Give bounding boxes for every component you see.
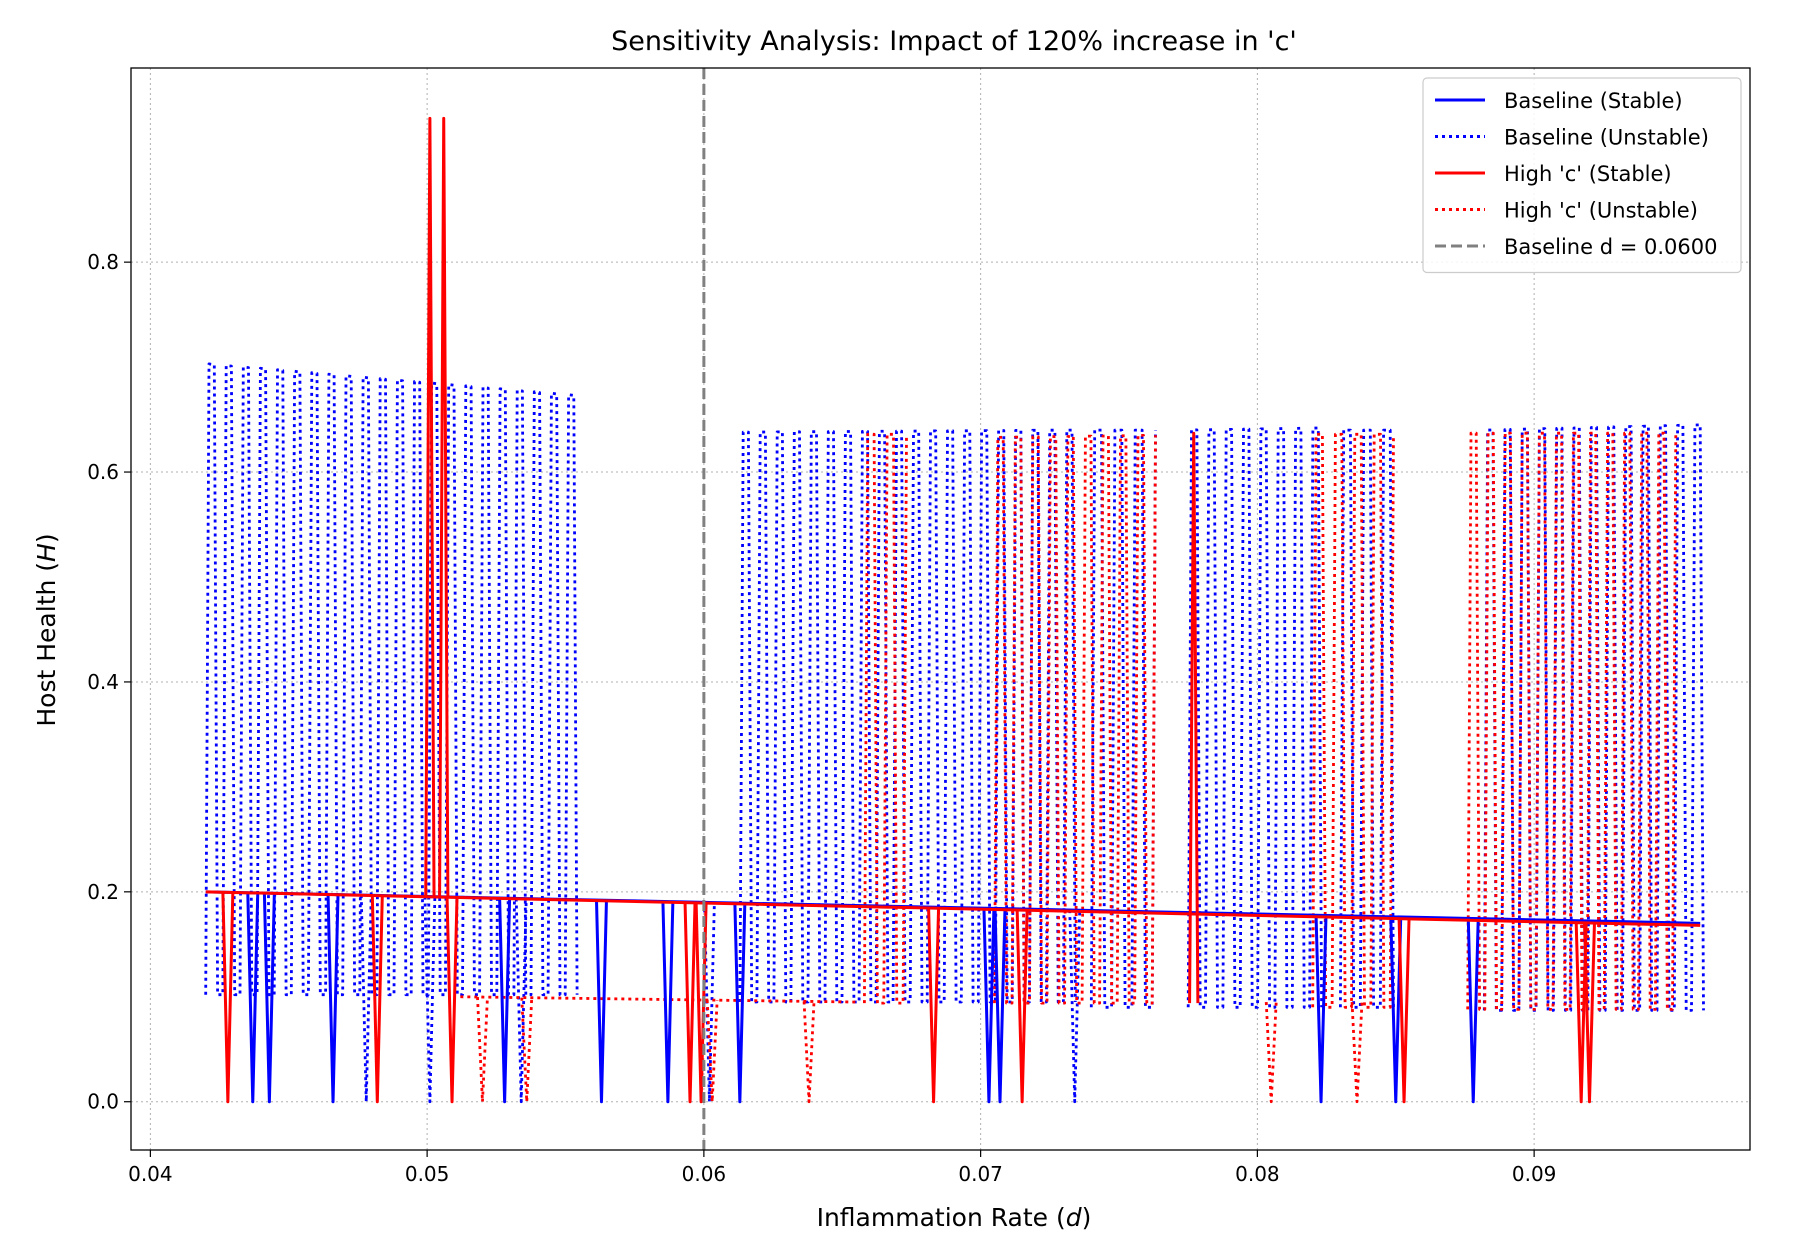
drop-to-zero [326, 894, 340, 1104]
drop-to-zero [262, 893, 276, 1104]
drop-to-zero [221, 892, 235, 1104]
drop-to-zero [359, 895, 373, 1104]
x-tick-label: 0.09 [1512, 1162, 1557, 1186]
legend-box [1422, 77, 1742, 274]
y-tick-label: 0.2 [87, 880, 119, 904]
drop-to-zero [1264, 1001, 1278, 1104]
legend-label-baseline-stable: Baseline (Stable) [1504, 89, 1683, 113]
drop-to-zero [370, 895, 384, 1104]
drop-to-zero [1068, 910, 1082, 1104]
drop-to-zero [1397, 918, 1411, 1104]
drop-to-zero [733, 903, 747, 1104]
x-axis-title-text: Inflammation Rate ( [817, 1203, 1066, 1232]
drop-to-zero [683, 902, 697, 1104]
x-tick-label: 0.04 [128, 1162, 173, 1186]
drop-to-zero [445, 897, 459, 1104]
chart-title: Sensitivity Analysis: Impact of 120% inc… [611, 26, 1297, 57]
plot-frame [130, 67, 1751, 1151]
y-axis-title-var: H [32, 543, 61, 562]
y-tick-label: 0.6 [87, 460, 119, 484]
legend-label-high-c-unstable: High 'c' (Unstable) [1504, 199, 1698, 223]
y-tick-label: 0.0 [87, 1090, 119, 1114]
y-tick-label: 0.8 [87, 250, 119, 274]
drop-to-zero [498, 898, 512, 1104]
legend-label-baseline-d-0-0600: Baseline d = 0.0600 [1504, 235, 1717, 259]
drop-to-zero [1574, 922, 1588, 1104]
drop-to-zero [705, 1000, 719, 1104]
drop-to-zero [1314, 915, 1328, 1104]
y-axis-title: Host Health (H) [32, 533, 61, 726]
y-tick-label: 0.4 [87, 670, 119, 694]
drop-to-zero [1583, 922, 1596, 1104]
stable-branch-line [205, 890, 1701, 927]
low-branch-line [460, 995, 857, 1004]
y-axis-title-text: Host Health ( [32, 562, 61, 727]
x-tick-label: 0.08 [1235, 1162, 1280, 1186]
drop-to-zero [927, 908, 941, 1104]
series-high-c-unstable [460, 431, 1678, 1104]
drop-to-zero [514, 898, 528, 1104]
drop-to-zero [1015, 910, 1029, 1104]
axis-ticks: 0.04 0.05 0.06 0.07 0.08 0.09 0.0 0.2 0.4 0.6 0.8 [87, 250, 1556, 1186]
x-tick-label: 0.07 [958, 1162, 1003, 1186]
x-tick-label: 0.06 [682, 1162, 727, 1186]
drop-to-zero [246, 892, 260, 1104]
drop-to-zero [594, 900, 608, 1104]
spike [424, 116, 436, 897]
drop-to-zero [1389, 916, 1403, 1104]
spike [438, 116, 450, 898]
drop-to-zero [993, 908, 1007, 1104]
oscillation-band [1186, 426, 1323, 1009]
oscillation-band [1482, 423, 1705, 1012]
oscillation-band [738, 428, 1077, 1004]
oscillation-band [993, 434, 1157, 1005]
oscillation-band [863, 432, 908, 1005]
oscillation-band [1311, 432, 1395, 1009]
legend-label-high-c-stable: High 'c' (Stable) [1504, 162, 1672, 186]
drop-to-zero [1350, 1001, 1364, 1104]
drop-to-zero [423, 896, 437, 1104]
jump [1188, 431, 1200, 1004]
drop-to-zero [1466, 918, 1480, 1104]
oscillation-band [1339, 428, 1395, 1009]
oscillation-band [204, 362, 579, 997]
drop-to-zero [661, 901, 675, 1104]
x-axis-title-close: ) [1082, 1203, 1092, 1232]
x-tick-label: 0.05 [405, 1162, 450, 1186]
y-axis-title-close: ) [32, 533, 61, 543]
x-axis-title: Inflammation Rate (d) [817, 1203, 1092, 1232]
legend: Baseline (Stable) Baseline (Unstable) High… [1422, 77, 1742, 274]
x-axis-title-var: d [1066, 1203, 1082, 1232]
drop-to-zero [982, 908, 996, 1104]
drop-to-zero [802, 1001, 816, 1104]
legend-label-baseline-unstable: Baseline (Unstable) [1504, 126, 1709, 150]
